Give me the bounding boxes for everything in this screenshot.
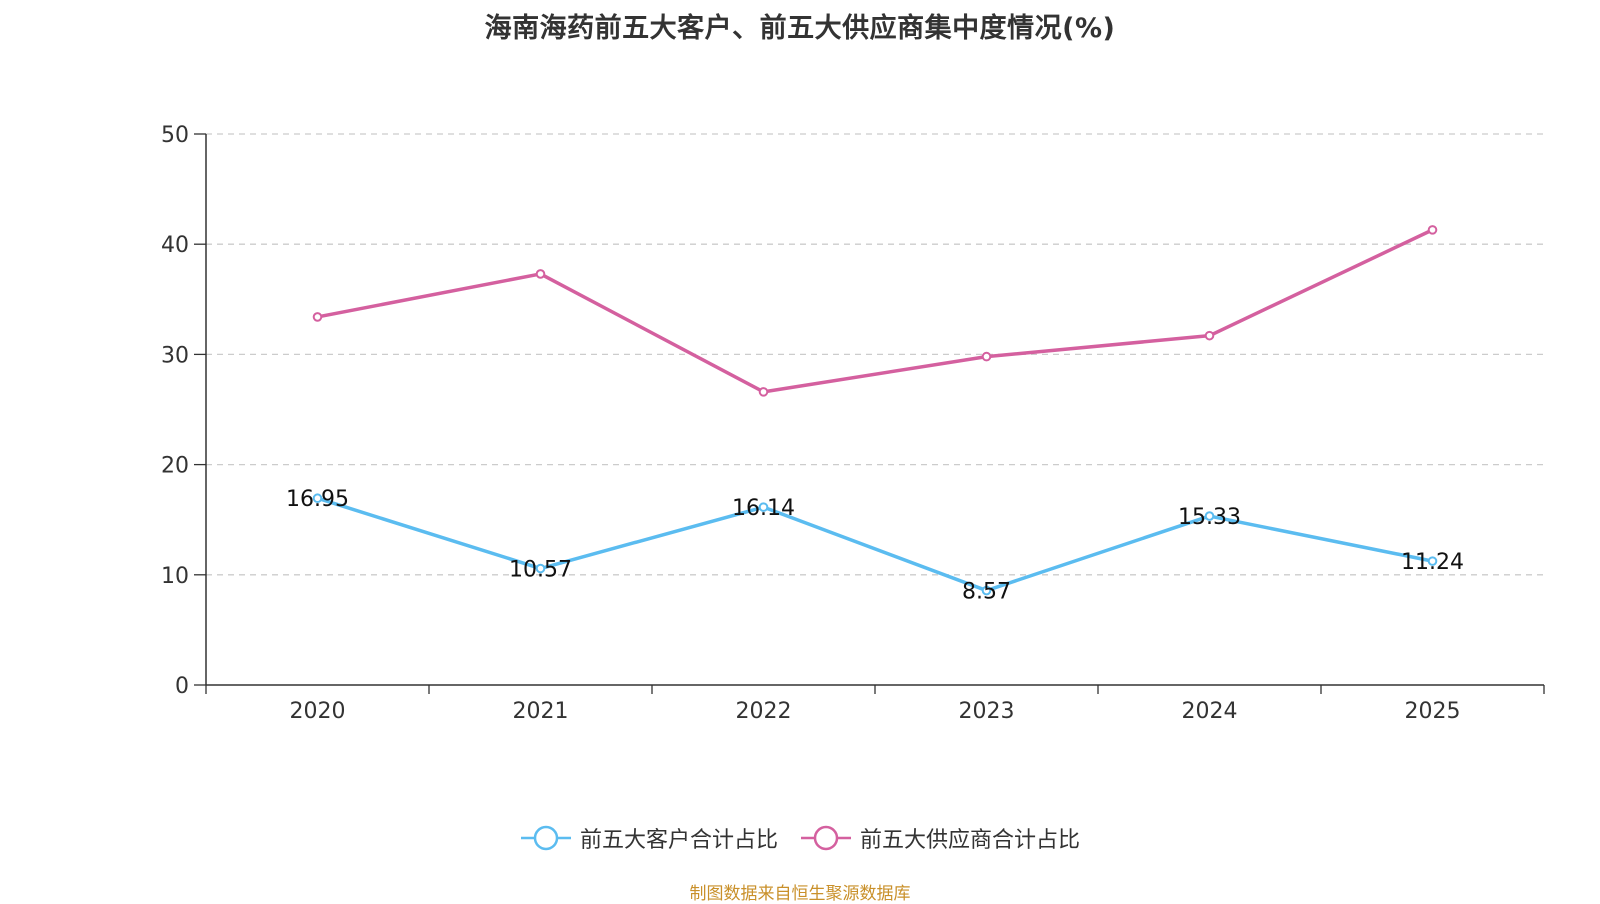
data-point[interactable] [535,563,546,574]
data-point[interactable] [1204,330,1215,341]
y-tick-label: 0 [175,674,189,699]
data-label: 11.24 [1401,550,1464,575]
series-line-2 [317,228,1434,394]
data-point[interactable] [981,585,992,596]
data-point[interactable] [312,493,323,504]
legend-item-customers[interactable]: 前五大客户合计占比 [520,822,778,854]
data-label: 16.95 [286,487,349,512]
x-tick-label: 2020 [290,699,346,724]
legend: 前五大客户合计占比 前五大供应商合计占比 [0,822,1600,854]
data-point[interactable] [312,312,323,322]
x-tick-label: 2021 [513,699,569,724]
x-tick-label: 2024 [1182,699,1238,724]
x-tick-label: 2025 [1405,699,1461,724]
source-note: 制图数据来自恒生聚源数据库 [689,884,911,904]
data-point[interactable] [758,502,769,512]
data-label: 16.14 [732,496,795,521]
data-point[interactable] [981,351,992,362]
data-point[interactable] [535,269,546,279]
data-label: 8.57 [962,580,1011,605]
legend-swatch-customers-icon [520,825,571,851]
data-point[interactable] [758,387,769,397]
legend-label-suppliers: 前五大供应商合计占比 [860,828,1081,853]
legend-item-suppliers[interactable]: 前五大供应商合计占比 [800,822,1080,854]
data-label: 10.57 [509,558,572,583]
data-point[interactable] [1204,511,1215,521]
y-tick-label: 40 [161,233,189,258]
y-tick-label: 30 [161,343,189,368]
data-point[interactable] [1427,556,1438,566]
series-line-1 [316,496,1433,593]
x-tick-label: 2022 [736,699,792,724]
legend-label-customers: 前五大客户合计占比 [579,828,778,853]
y-tick-label: 20 [161,454,189,479]
y-tick-label: 10 [161,564,189,589]
y-tick-label: 50 [161,123,189,148]
x-tick-label: 2023 [959,699,1015,724]
legend-swatch-suppliers-icon [801,825,851,851]
data-label: 15.33 [1178,505,1241,530]
data-point[interactable] [1427,225,1438,235]
chart-title: 海南海药前五大客户、前五大供应商集中度情况(%) [484,13,1116,44]
